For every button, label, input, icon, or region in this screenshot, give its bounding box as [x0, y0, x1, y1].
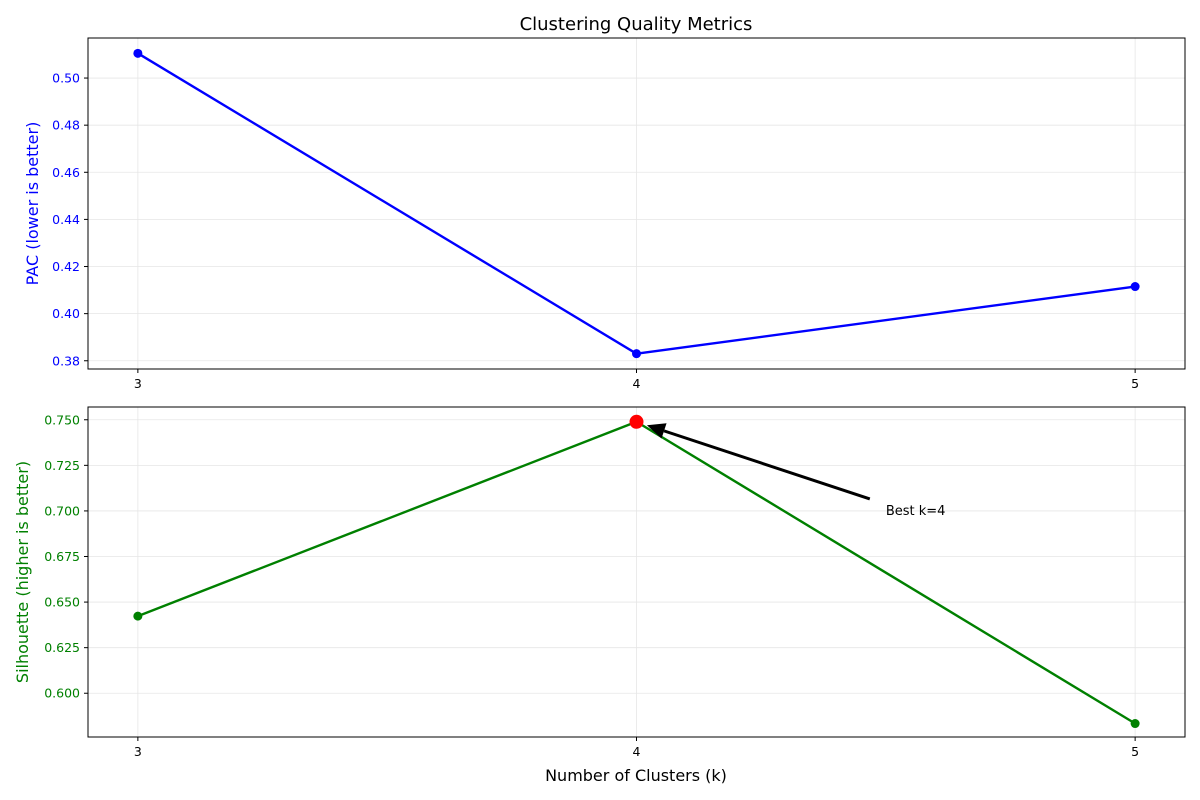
silhouette-y-tick-label: 0.675	[44, 549, 80, 564]
pac-y-axis-label: PAC (lower is better)	[23, 122, 42, 286]
silhouette-y-tick-label: 0.725	[44, 458, 80, 473]
silhouette-panel: 0.600 0.625 0.650 0.675 0.700 0.725 0.750 3 4 5 Si…	[13, 406, 1186, 759]
silhouette-x-tick-label: 5	[1131, 744, 1139, 759]
chart-title: Clustering Quality Metrics	[520, 14, 753, 35]
pac-y-tick-label: 0.50	[52, 71, 80, 86]
silhouette-y-tick-label: 0.750	[44, 412, 80, 427]
pac-y-tick-label: 0.48	[52, 118, 80, 133]
silhouette-data-point	[1130, 719, 1140, 729]
pac-y-tick-label: 0.44	[52, 212, 80, 227]
pac-data-point	[1130, 282, 1140, 292]
annotation-arrow-shaft	[663, 429, 871, 501]
silhouette-data-point	[133, 611, 143, 621]
pac-data-point	[632, 349, 641, 359]
silhouette-y-tick-label: 0.650	[44, 595, 80, 610]
silhouette-x-tick-label: 4	[633, 744, 641, 759]
pac-y-tick-label: 0.42	[52, 259, 80, 274]
best-k-annotation-label: Best k=4	[886, 504, 946, 519]
pac-y-tick-label: 0.40	[52, 306, 80, 321]
pac-y-tick-label: 0.46	[52, 165, 80, 180]
pac-x-tick-label: 5	[1131, 376, 1139, 391]
pac-x-tick-label: 3	[134, 376, 142, 391]
best-k-highlight-point	[629, 414, 644, 429]
silhouette-y-tick-label: 0.625	[44, 640, 80, 655]
pac-data-point	[133, 48, 143, 58]
annotation-arrow-head	[646, 423, 667, 439]
pac-y-tick-label: 0.38	[52, 353, 80, 368]
silhouette-y-tick-label: 0.700	[44, 503, 80, 518]
pac-x-tick-label: 4	[633, 376, 641, 391]
pac-panel: 0.38 0.40 0.42 0.44 0.46 0.48 0.50 3 4 5 PAC (lowe…	[23, 37, 1186, 391]
silhouette-x-tick-label: 3	[134, 744, 142, 759]
silhouette-y-axis-label: Silhouette (higher is better)	[13, 461, 32, 683]
silhouette-y-tick-label: 0.600	[44, 686, 80, 701]
x-axis-label: Number of Clusters (k)	[545, 766, 727, 785]
